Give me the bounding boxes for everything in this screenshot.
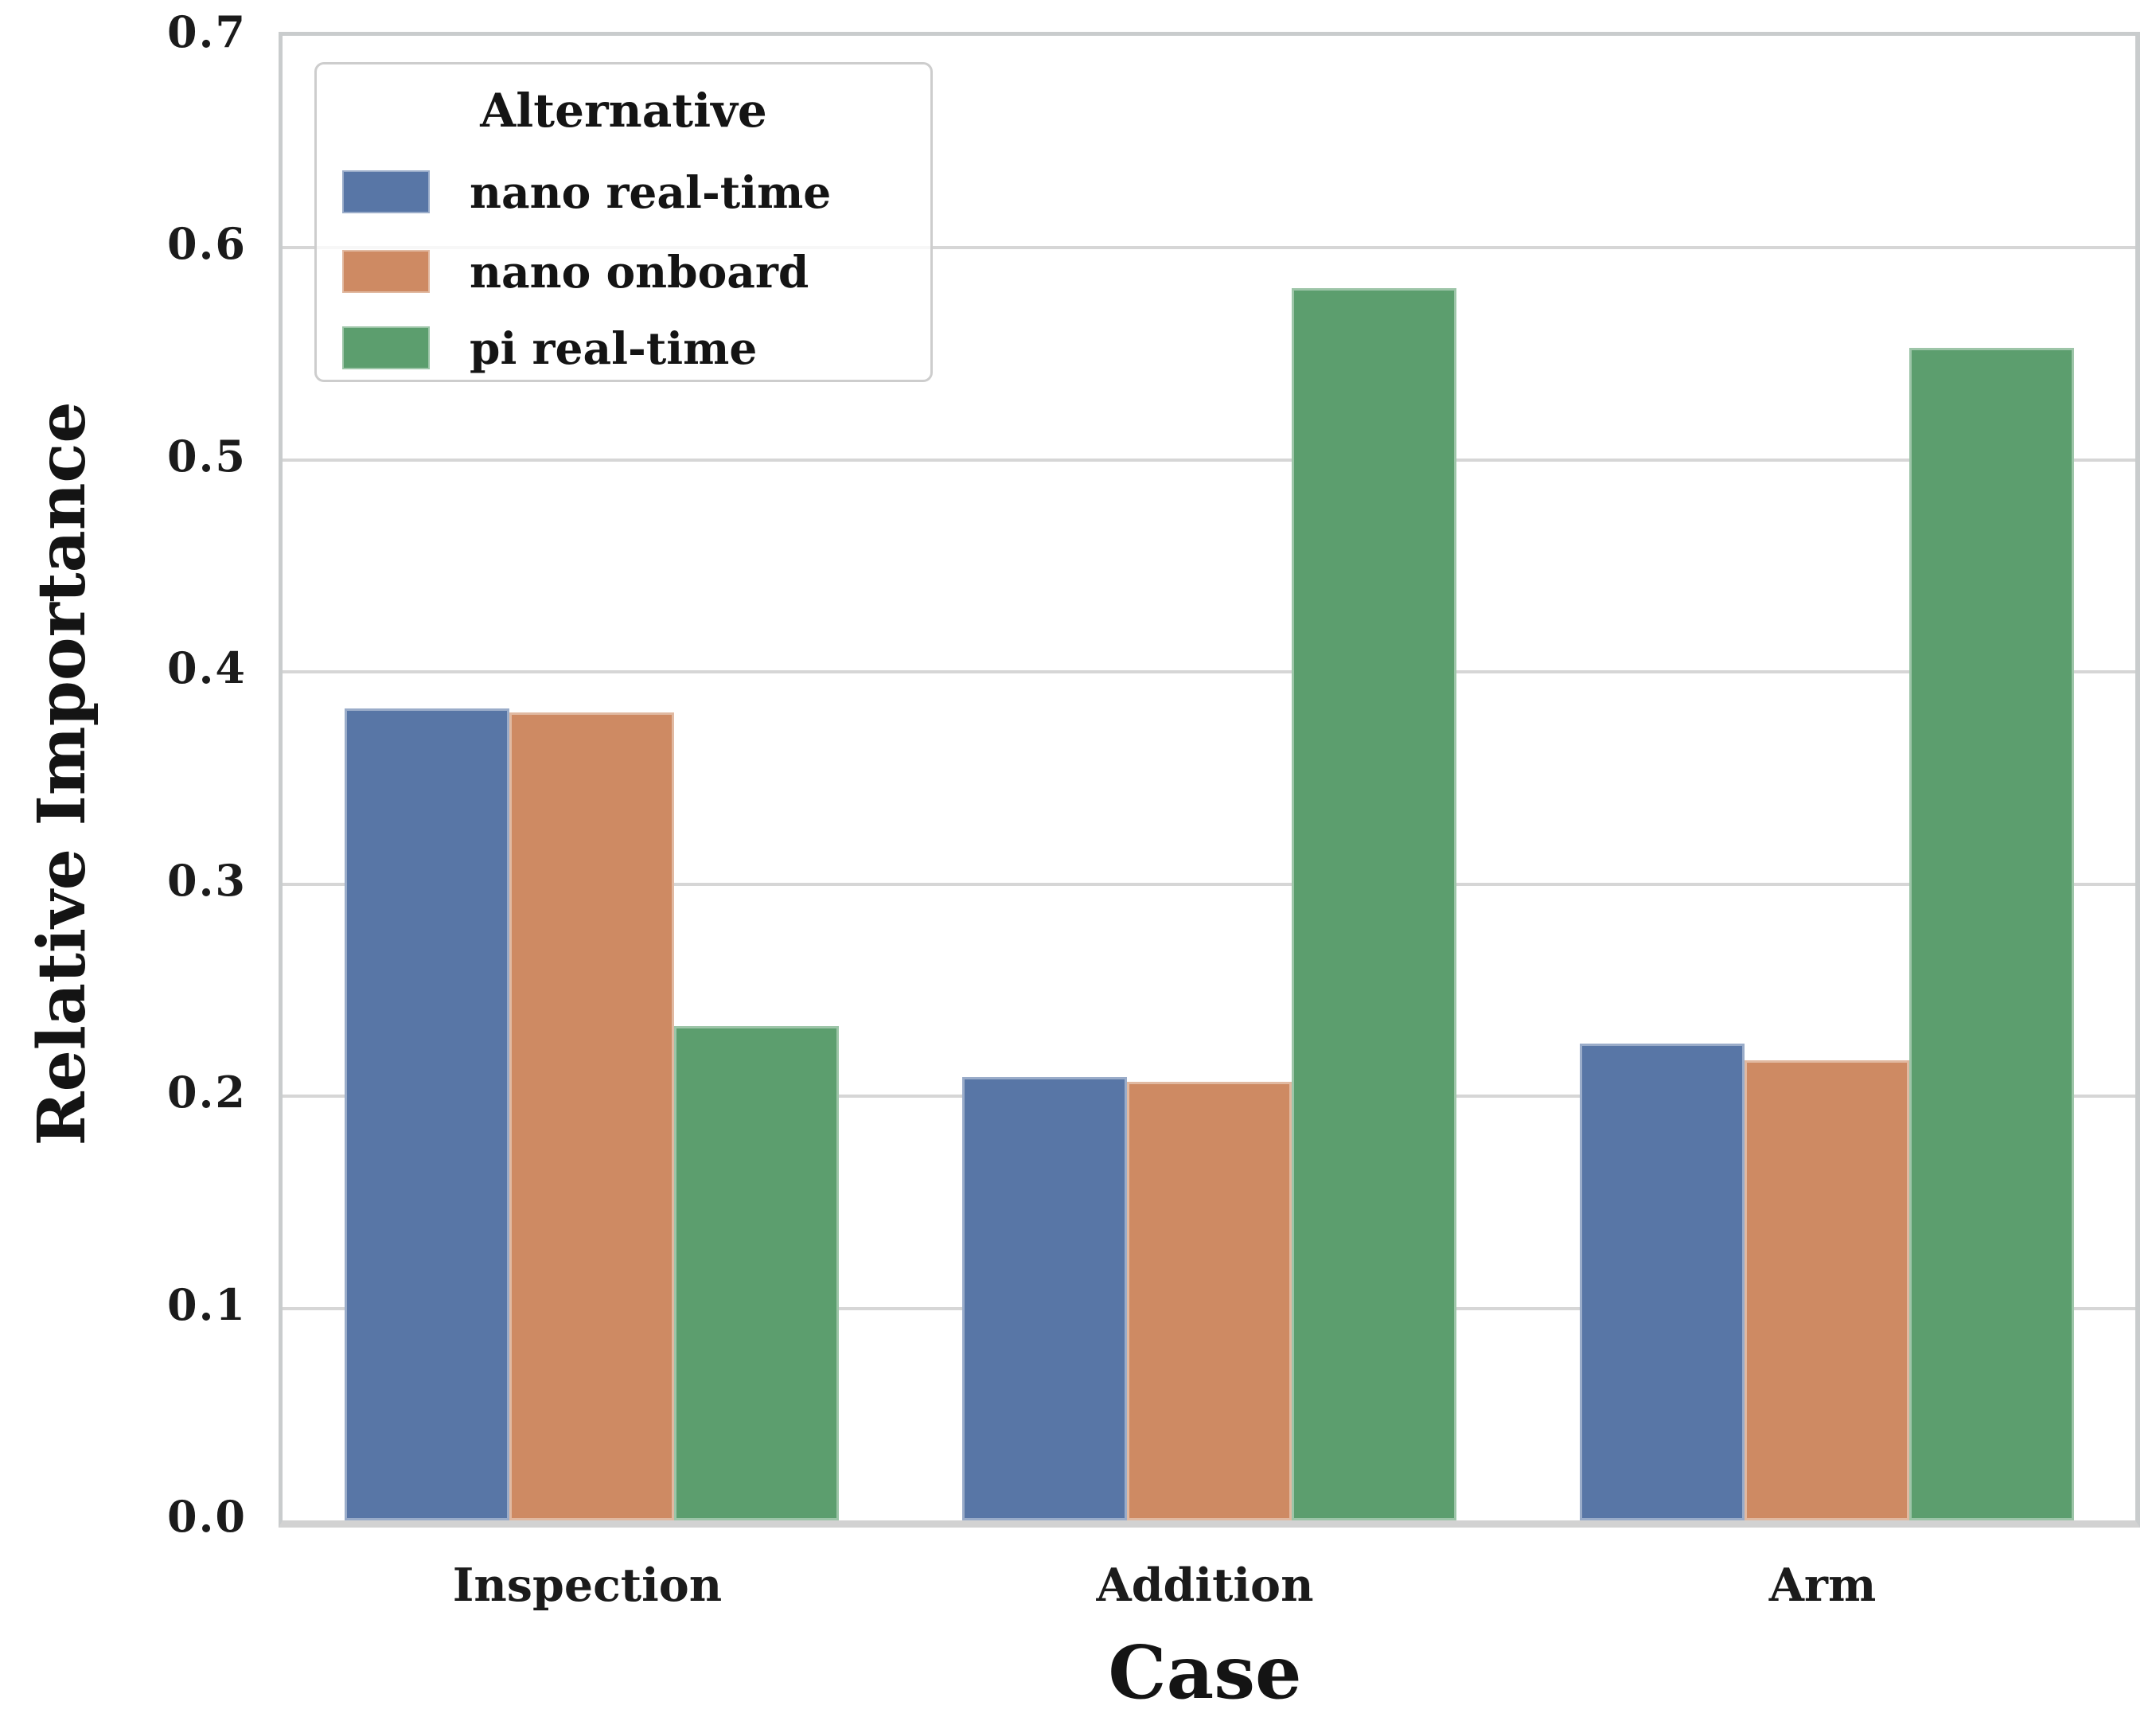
y-tick-label-0.7: 0.7 — [167, 6, 247, 57]
bar-addition-nano-real-time — [961, 1077, 1127, 1520]
gridline-0.3 — [283, 882, 2135, 886]
y-tick-label-0.5: 0.5 — [167, 430, 247, 482]
y-axis-label: Relative Importance — [24, 401, 100, 1146]
bar-inspection-nano-onboard — [509, 712, 674, 1520]
bar-arm-pi-real-time — [1908, 347, 2074, 1520]
bar-arm-nano-onboard — [1744, 1060, 1909, 1520]
gridline-0.4 — [283, 670, 2135, 674]
x-axis-label: Case — [1108, 1629, 1302, 1715]
bar-addition-nano-onboard — [1126, 1081, 1292, 1520]
plot-area — [279, 32, 2140, 1528]
bar-addition-pi-real-time — [1291, 288, 1456, 1520]
legend-label-pi-real-time: pi real-time — [470, 322, 758, 374]
legend-swatch-pi-real-time — [342, 326, 430, 369]
x-tick-label-addition: Addition — [1096, 1559, 1314, 1612]
gridline-0.5 — [283, 458, 2135, 462]
bar-inspection-pi-real-time — [673, 1026, 839, 1520]
legend-swatch-nano-real-time — [342, 170, 430, 213]
x-tick-label-arm: Arm — [1768, 1559, 1877, 1612]
bar-arm-nano-real-time — [1579, 1043, 1745, 1520]
y-tick-label-0.3: 0.3 — [167, 854, 247, 906]
x-tick-label-inspection: Inspection — [452, 1559, 723, 1612]
y-tick-label-0.2: 0.2 — [167, 1067, 247, 1118]
legend-label-nano-onboard: nano onboard — [470, 245, 809, 298]
y-tick-label-0.4: 0.4 — [167, 642, 247, 694]
bar-inspection-nano-real-time — [344, 708, 509, 1520]
y-tick-label-0.0: 0.0 — [167, 1491, 247, 1542]
gridline-0.6 — [283, 246, 2135, 250]
legend-label-nano-real-time: nano real-time — [470, 166, 832, 218]
legend-title: Alternative — [480, 84, 767, 138]
y-tick-label-0.6: 0.6 — [167, 218, 247, 270]
legend-swatch-nano-onboard — [342, 250, 430, 293]
y-tick-label-0.1: 0.1 — [167, 1278, 247, 1330]
legend: Alternative nano real-time nano onboard pi… — [314, 62, 933, 382]
